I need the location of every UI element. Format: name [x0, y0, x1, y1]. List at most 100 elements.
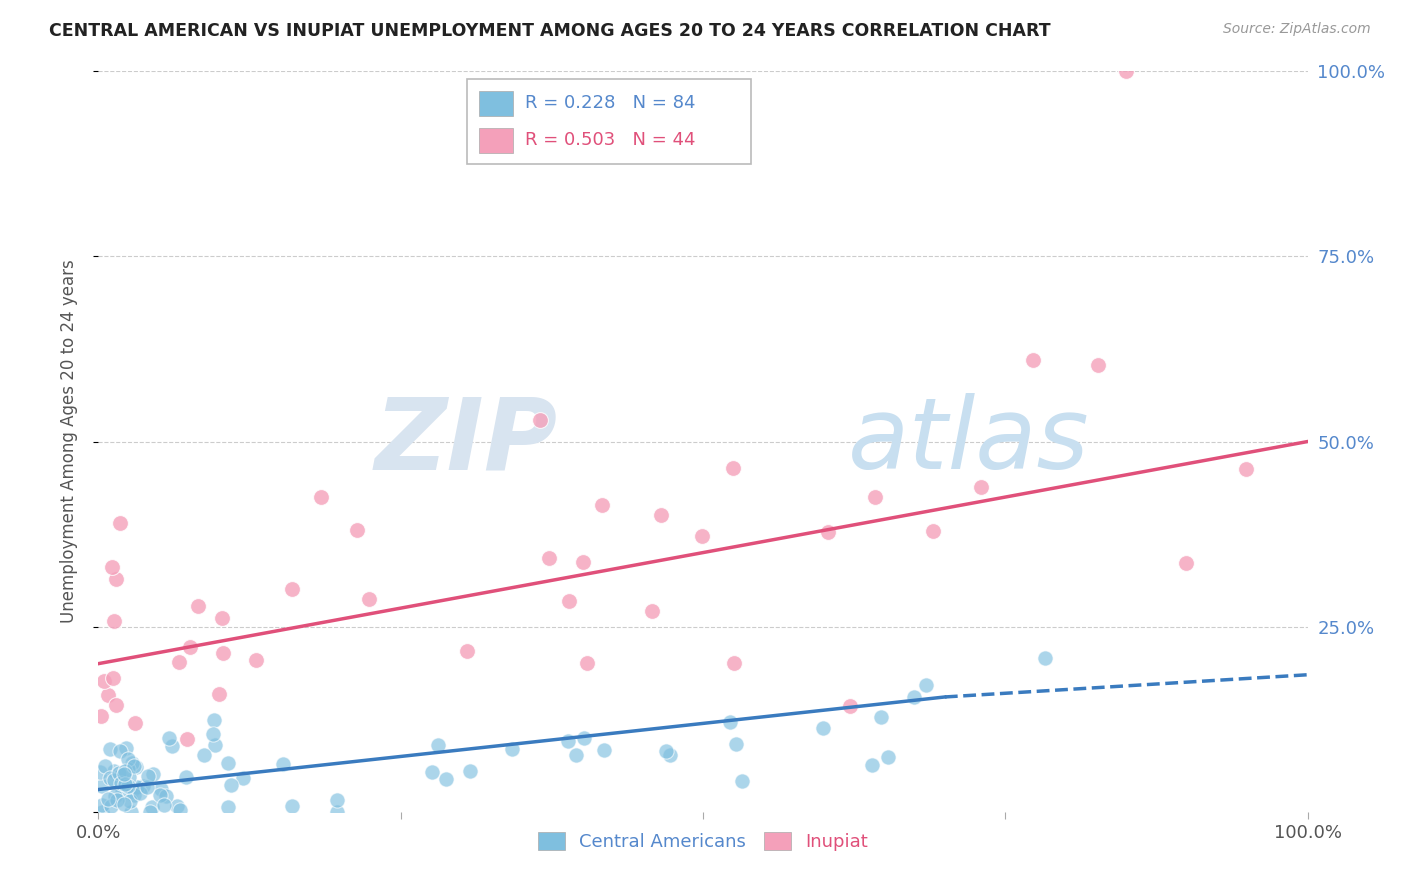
Point	[723, 656, 745, 670]
Point	[281, 582, 304, 596]
Point	[104, 698, 127, 712]
Point	[179, 640, 201, 654]
FancyBboxPatch shape	[467, 78, 751, 164]
Point	[91, 805, 114, 819]
Text: R = 0.503   N = 44: R = 0.503 N = 44	[526, 131, 696, 149]
Point	[970, 480, 993, 494]
Point	[112, 767, 135, 781]
Point	[870, 710, 893, 724]
Point	[813, 721, 835, 735]
Text: CENTRAL AMERICAN VS INUPIAT UNEMPLOYMENT AMONG AGES 20 TO 24 YEARS CORRELATION C: CENTRAL AMERICAN VS INUPIAT UNEMPLOYMENT…	[49, 22, 1050, 40]
Point	[108, 765, 131, 780]
Point	[208, 687, 231, 701]
Point	[142, 766, 165, 780]
Point	[110, 785, 132, 799]
Point	[650, 508, 672, 522]
Point	[114, 777, 136, 791]
Point	[591, 498, 613, 512]
Point	[326, 793, 349, 807]
Point	[114, 764, 136, 778]
Point	[124, 716, 146, 731]
Point	[157, 731, 180, 746]
Point	[654, 744, 676, 758]
Text: R = 0.228   N = 84: R = 0.228 N = 84	[526, 95, 696, 112]
Point	[98, 741, 121, 756]
Point	[346, 524, 368, 538]
Point	[326, 805, 349, 819]
Point	[128, 786, 150, 800]
Point	[105, 573, 128, 587]
Point	[89, 764, 111, 779]
Point	[217, 756, 239, 771]
Point	[91, 780, 114, 794]
Point	[125, 760, 148, 774]
Point	[1021, 353, 1043, 368]
Point	[641, 604, 664, 618]
Point	[103, 614, 125, 628]
Bar	[479, 91, 513, 116]
Point	[101, 559, 124, 574]
Point	[1087, 358, 1109, 372]
Point	[149, 782, 172, 797]
Text: ZIP: ZIP	[375, 393, 558, 490]
Point	[434, 772, 457, 786]
Point	[108, 516, 131, 530]
Point	[245, 653, 267, 667]
Point	[193, 747, 215, 762]
Point	[211, 611, 233, 625]
Point	[118, 770, 141, 784]
Point	[217, 799, 239, 814]
Point	[121, 784, 143, 798]
Point	[863, 491, 886, 505]
Point	[121, 756, 143, 771]
Point	[110, 768, 132, 782]
Point	[1033, 651, 1056, 665]
Point	[105, 793, 128, 807]
Point	[201, 727, 224, 741]
Point	[120, 805, 142, 819]
Point	[575, 657, 598, 671]
Point	[176, 770, 198, 784]
Point	[132, 779, 155, 793]
Point	[166, 799, 188, 814]
Point	[152, 798, 174, 813]
Point	[309, 490, 332, 504]
Point	[110, 775, 132, 789]
Point	[659, 748, 682, 763]
Point	[125, 780, 148, 795]
Point	[103, 671, 125, 685]
Point	[565, 747, 588, 762]
Point	[574, 731, 596, 745]
Bar	[479, 128, 513, 153]
Point	[94, 759, 117, 773]
Point	[136, 780, 159, 794]
Point	[117, 763, 139, 777]
Point	[557, 734, 579, 748]
Legend: Central Americans, Inupiat: Central Americans, Inupiat	[530, 825, 876, 858]
Point	[281, 799, 304, 814]
Text: atlas: atlas	[848, 393, 1090, 490]
Point	[501, 742, 523, 756]
Point	[112, 797, 135, 811]
Point	[118, 794, 141, 808]
Point	[115, 741, 138, 756]
Point	[922, 524, 945, 538]
Point	[456, 644, 478, 658]
Point	[204, 738, 226, 752]
Point	[104, 789, 127, 803]
Point	[690, 529, 713, 543]
Point	[167, 655, 190, 669]
Point	[110, 743, 132, 757]
Point	[98, 772, 121, 786]
Point	[862, 758, 884, 772]
Point	[97, 791, 120, 805]
Point	[103, 764, 125, 779]
Point	[838, 699, 860, 714]
Point	[357, 592, 380, 607]
Point	[271, 756, 294, 771]
Point	[572, 555, 595, 569]
Point	[529, 413, 551, 427]
Point	[204, 714, 226, 728]
Point	[97, 688, 120, 702]
Point	[232, 771, 254, 785]
